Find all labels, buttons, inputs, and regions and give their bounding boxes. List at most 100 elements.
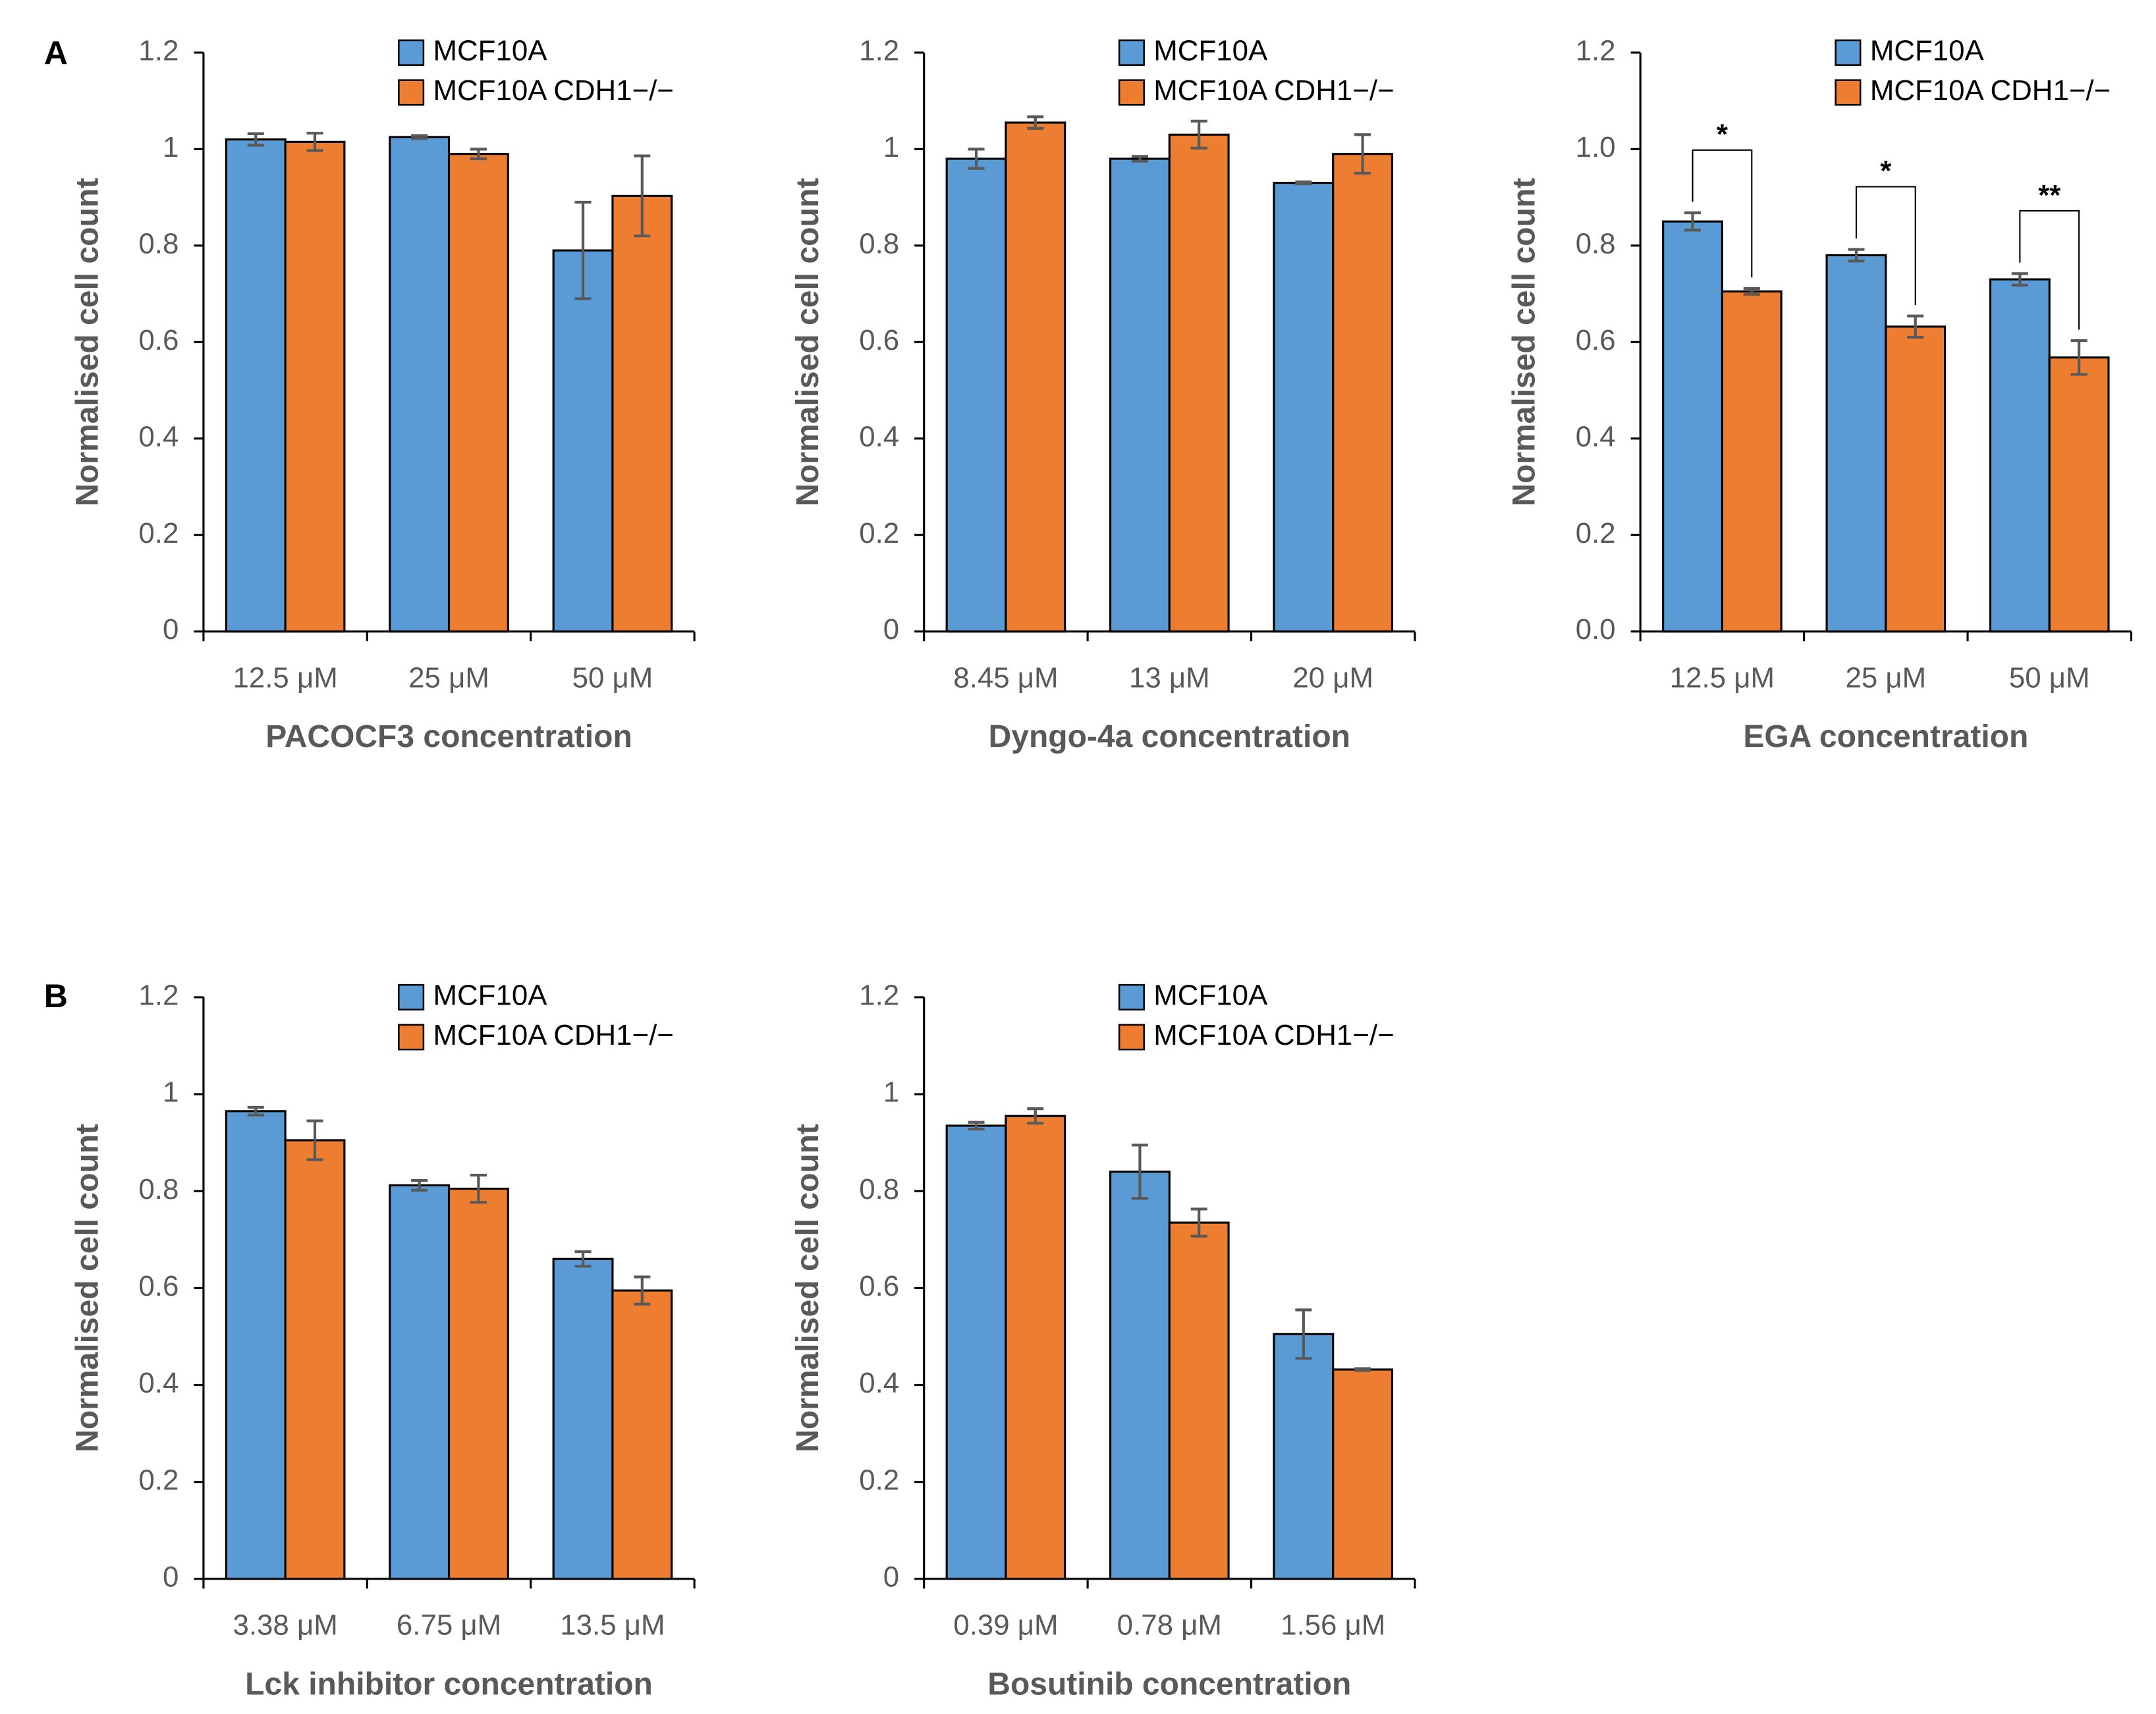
bar <box>945 1124 1007 1580</box>
bar <box>389 136 451 633</box>
y-axis-title: Normalised cell count <box>70 1124 105 1452</box>
bar <box>2048 356 2110 633</box>
legend-label: MCF10A CDH1−/− <box>433 74 674 107</box>
legend-label: MCF10A CDH1−/− <box>1153 74 1394 107</box>
x-tick-label: 13.5 μM <box>560 1609 665 1642</box>
y-tick-label: 0.2 <box>859 1464 899 1496</box>
y-tick-label: 0.8 <box>1576 227 1616 260</box>
y-tick-label: 0.4 <box>138 420 179 453</box>
y-axis-title: Normalised cell count <box>1507 178 1542 507</box>
y-tick-label: 1.2 <box>1576 34 1616 67</box>
legend-label: MCF10A <box>1153 979 1268 1011</box>
bar <box>1721 290 1783 633</box>
x-axis-title: Dyngo-4a concentration <box>989 719 1350 754</box>
legend-swatch <box>1118 39 1145 66</box>
bar <box>1168 133 1230 633</box>
y-tick-label: 0.8 <box>859 1173 899 1205</box>
bar <box>1109 157 1171 633</box>
bar <box>1005 1115 1066 1580</box>
bar <box>447 153 509 633</box>
y-tick-label: 0.0 <box>1576 613 1616 646</box>
y-tick-label: 0.6 <box>859 324 899 356</box>
legend-label: MCF10A CDH1−/− <box>433 1019 674 1051</box>
legend-label: MCF10A <box>1153 34 1268 67</box>
y-tick-label: 1.2 <box>859 979 899 1011</box>
y-tick-label: 1.2 <box>859 34 899 67</box>
significance-label: ** <box>2038 179 2061 211</box>
y-tick-label: 0.2 <box>138 1464 179 1496</box>
bar <box>1273 1333 1335 1580</box>
panel-label: A <box>44 34 68 71</box>
bar <box>225 1110 287 1580</box>
y-axis-title: Normalised cell count <box>790 178 825 507</box>
x-tick-label: 13 μM <box>1129 661 1210 694</box>
legend-label: MCF10A <box>433 34 548 67</box>
legend-label: MCF10A <box>1870 34 1985 67</box>
significance-bracket <box>1855 186 1916 306</box>
x-tick-label: 3.38 μM <box>233 1609 338 1642</box>
y-tick-label: 1 <box>163 131 179 163</box>
y-tick-label: 0.4 <box>859 1367 899 1399</box>
bar <box>1332 153 1394 633</box>
bar <box>1005 121 1066 633</box>
significance-bracket <box>2019 210 2080 330</box>
bar <box>284 140 346 633</box>
bar <box>611 194 673 633</box>
bar <box>1273 182 1335 633</box>
x-axis-title: Bosutinib concentration <box>987 1667 1351 1701</box>
y-tick-label: 0.2 <box>859 517 899 549</box>
bar <box>1109 1171 1171 1580</box>
significance-label: * <box>1880 155 1892 187</box>
bar <box>1168 1221 1230 1580</box>
bar <box>1332 1368 1394 1580</box>
y-tick-label: 0.8 <box>138 1173 179 1205</box>
y-tick-label: 0.4 <box>138 1367 179 1399</box>
y-tick-label: 0 <box>883 1561 899 1593</box>
x-tick-label: 20 μM <box>1292 661 1373 694</box>
y-tick-label: 1.2 <box>138 979 179 1011</box>
legend-swatch <box>1118 79 1145 106</box>
x-axis-title: PACOCF3 concentration <box>265 719 632 754</box>
bar <box>945 157 1007 633</box>
bar <box>1885 325 1947 633</box>
x-tick-label: 0.39 μM <box>953 1609 1058 1642</box>
y-tick-label: 1 <box>163 1076 179 1109</box>
x-tick-label: 12.5 μM <box>233 661 338 694</box>
legend-label: MCF10A CDH1−/− <box>1870 74 2111 107</box>
y-axis-title: Normalised cell count <box>70 178 105 507</box>
x-tick-label: 50 μM <box>572 661 653 694</box>
legend-swatch <box>1835 79 1862 106</box>
y-tick-label: 0.6 <box>859 1270 899 1302</box>
y-tick-label: 0.4 <box>859 420 899 453</box>
x-tick-label: 1.56 μM <box>1281 1609 1385 1642</box>
bar <box>611 1289 673 1580</box>
legend-swatch <box>398 79 425 106</box>
y-tick-label: 1.0 <box>1576 131 1616 163</box>
y-tick-label: 1 <box>883 1076 899 1109</box>
bar <box>1825 254 1887 633</box>
y-tick-label: 0.8 <box>138 227 179 260</box>
x-tick-label: 6.75 μM <box>397 1609 501 1642</box>
panel-label: B <box>44 978 68 1014</box>
x-tick-label: 12.5 μM <box>1670 661 1775 694</box>
bar <box>552 1258 614 1580</box>
x-tick-label: 25 μM <box>408 661 489 694</box>
legend-label: MCF10A <box>433 979 548 1011</box>
y-tick-label: 0.8 <box>859 227 899 260</box>
y-tick-label: 0.2 <box>138 517 179 549</box>
y-tick-label: 0 <box>163 1561 179 1593</box>
significance-bracket <box>1692 149 1753 278</box>
legend-label: MCF10A CDH1−/− <box>1153 1019 1394 1051</box>
x-tick-label: 8.45 μM <box>953 661 1058 694</box>
y-tick-label: 0.6 <box>138 324 179 356</box>
bar <box>284 1139 346 1580</box>
legend-swatch <box>1118 1024 1145 1051</box>
y-tick-label: 0.2 <box>1576 517 1616 549</box>
legend-swatch <box>398 1024 425 1051</box>
y-tick-label: 0 <box>163 613 179 646</box>
legend-swatch <box>1835 39 1862 66</box>
bar <box>389 1184 451 1580</box>
y-tick-label: 1 <box>883 131 899 163</box>
y-tick-label: 1.2 <box>138 34 179 67</box>
